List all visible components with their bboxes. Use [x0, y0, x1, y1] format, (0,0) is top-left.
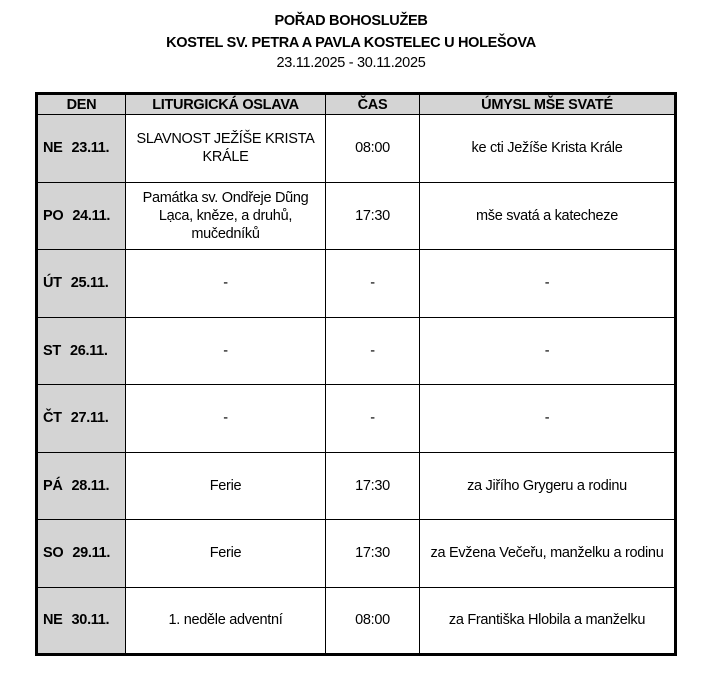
table-row: PÁ 28.11. Ferie 17:30 za Jiřího Grygeru a ro… — [36, 451, 676, 520]
time-cell: - — [325, 316, 420, 385]
table-header-row: DEN LITURGICKÁ OSLAVA ČAS ÚMYSL MŠE SVAT… — [36, 93, 676, 115]
day-cell: NE 30.11. — [36, 586, 126, 655]
intention-cell: ke cti Ježíše Krista Krále — [419, 114, 676, 183]
intention-cell: - — [419, 384, 676, 453]
column-header-day: DEN — [36, 93, 126, 115]
day-cell: NE 23.11. — [36, 114, 126, 183]
time-cell: 08:00 — [325, 114, 420, 183]
intention-cell: - — [419, 249, 676, 318]
day-name: PO — [43, 207, 64, 224]
column-header-celebration: LITURGICKÁ OSLAVA — [125, 93, 326, 115]
day-date: 26.11. — [69, 342, 108, 359]
day-date: 29.11. — [72, 545, 111, 562]
celebration-cell: Ferie — [125, 451, 326, 520]
day-cell: SO 29.11. — [36, 519, 126, 588]
day-cell: ÚT 25.11. — [36, 249, 126, 318]
day-name: ČT — [43, 410, 62, 427]
celebration-cell: - — [125, 384, 326, 453]
table-row: SO 29.11. Ferie 17:30 za Evžena Večeřu, manž… — [36, 519, 676, 588]
day-name: NE — [43, 140, 63, 157]
day-date: 24.11. — [72, 207, 111, 224]
column-header-time: ČAS — [325, 93, 420, 115]
celebration-cell: - — [125, 316, 326, 385]
time-cell: - — [325, 384, 420, 453]
day-cell: PO 24.11. — [36, 181, 126, 250]
intention-cell: za Jiřího Grygeru a rodinu — [419, 451, 676, 520]
day-date: 25.11. — [70, 275, 109, 292]
date-range: 23.11.2025 - 30.11.2025 — [276, 55, 426, 71]
day-name: PÁ — [43, 477, 63, 494]
celebration-cell: Památka sv. Ondřeje Dũng Lạca, kněze, a … — [125, 181, 326, 250]
day-name: NE — [43, 612, 63, 629]
intention-cell: za Františka Hlobila a manželku — [419, 586, 676, 655]
table-row: ČT 27.11. - - - — [36, 384, 676, 453]
celebration-cell: SLAVNOST JEŽÍŠE KRISTA KRÁLE — [125, 114, 326, 183]
day-date: 23.11. — [71, 140, 110, 157]
church-name: KOSTEL SV. PETRA A PAVLA KOSTELEC U HOLE… — [166, 35, 536, 51]
time-cell: 17:30 — [325, 519, 420, 588]
intention-cell: - — [419, 316, 676, 385]
time-cell: 17:30 — [325, 451, 420, 520]
day-cell: ST 26.11. — [36, 316, 126, 385]
time-cell: 17:30 — [325, 181, 420, 250]
day-name: ÚT — [43, 275, 62, 292]
table-row: ÚT 25.11. - - - — [36, 249, 676, 318]
day-cell: PÁ 28.11. — [36, 451, 126, 520]
time-cell: - — [325, 249, 420, 318]
column-header-intention: ÚMYSL MŠE SVATÉ — [419, 93, 676, 115]
time-cell: 08:00 — [325, 586, 420, 655]
day-date: 27.11. — [70, 410, 109, 427]
table-row: NE 23.11. SLAVNOST JEŽÍŠE KRISTA KRÁLE 08:0… — [36, 114, 676, 183]
table-row: ST 26.11. - - - — [36, 316, 676, 385]
day-name: SO — [43, 545, 64, 562]
page-title: POŘAD BOHOSLUŽEB — [274, 13, 428, 29]
day-date: 28.11. — [71, 477, 110, 494]
intention-cell: za Evžena Večeřu, manželku a rodinu — [419, 519, 676, 588]
table-row: NE 30.11. 1. neděle adventní 08:00 za Franti… — [36, 586, 676, 655]
table-row: PO 24.11. Památka sv. Ondřeje Dũng Lạca, k… — [36, 181, 676, 250]
day-date: 30.11. — [71, 612, 110, 629]
day-cell: ČT 27.11. — [36, 384, 126, 453]
celebration-cell: Ferie — [125, 519, 326, 588]
celebration-cell: - — [125, 249, 326, 318]
day-name: ST — [43, 342, 61, 359]
schedule-table: DEN LITURGICKÁ OSLAVA ČAS ÚMYSL MŠE SVAT… — [35, 92, 677, 656]
celebration-cell: 1. neděle adventní — [125, 586, 326, 655]
intention-cell: mše svatá a katecheze — [419, 181, 676, 250]
